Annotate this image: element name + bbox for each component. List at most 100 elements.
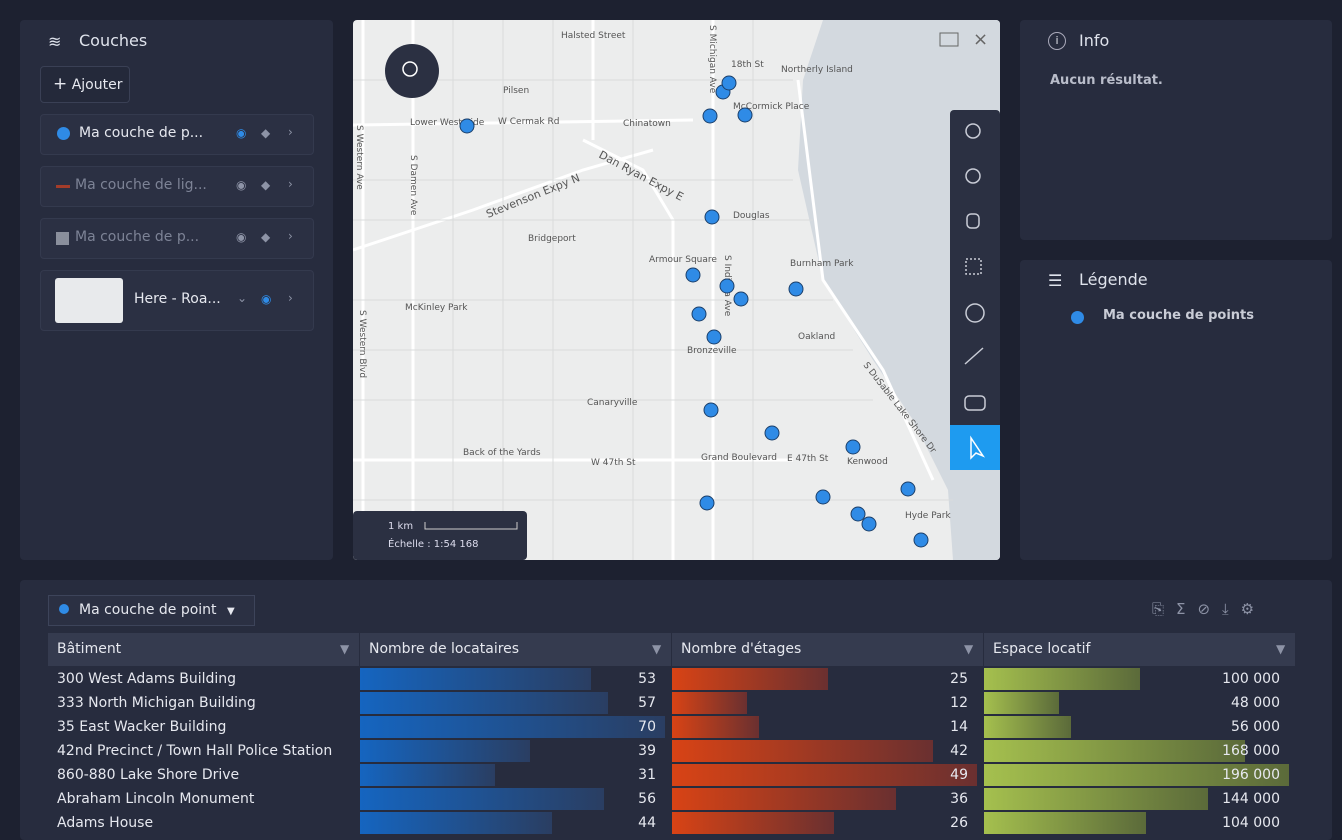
- visibility-icon[interactable]: ◉: [236, 230, 247, 244]
- north[interactable]: [965, 303, 985, 323]
- maximize-button[interactable]: [939, 32, 959, 47]
- layers-title: Couches: [79, 31, 148, 50]
- layer-name: Ma couche de p...: [79, 125, 204, 141]
- layer-item[interactable]: Ma couche de lig... ◉ ◆ ›: [40, 166, 314, 207]
- cell-bar: [672, 716, 760, 738]
- visibility-icon[interactable]: ◉: [236, 178, 247, 192]
- layer-item[interactable]: Ma couche de p... ◉ ◆ ›: [40, 114, 314, 155]
- visibility-icon[interactable]: ◉: [236, 126, 247, 140]
- map-point[interactable]: [861, 516, 877, 532]
- cell-value: 42: [950, 743, 968, 759]
- map-point[interactable]: [706, 329, 722, 345]
- table-tools[interactable]: ⎘Σ⊘⤓⚙: [1152, 600, 1267, 618]
- layer-select-label: Ma couche de point: [79, 602, 217, 618]
- map-point[interactable]: [703, 402, 719, 418]
- map-point[interactable]: [702, 108, 718, 124]
- map-label: Hyde Park: [905, 511, 951, 521]
- layers-panel: ≋ Couches + Ajouter Ma couche de p... ◉ ◆…: [20, 20, 333, 560]
- add-label: Ajouter: [71, 77, 123, 93]
- cell-value: 44: [638, 815, 656, 831]
- pan[interactable]: [966, 213, 980, 229]
- visibility-icon[interactable]: ◉: [261, 292, 272, 306]
- layer-item[interactable]: Here - Roa... ⌄ ◉ ›: [40, 270, 314, 331]
- map-point[interactable]: [913, 532, 929, 548]
- map-point[interactable]: [900, 481, 916, 497]
- tag-icon[interactable]: ◆: [261, 178, 271, 192]
- zoom-out[interactable]: [965, 168, 981, 184]
- expand[interactable]: ›: [288, 177, 293, 191]
- map-point[interactable]: [737, 107, 753, 123]
- map-canvas: Halsted Street 18th St Northerly Island …: [353, 20, 1000, 560]
- select[interactable]: [970, 435, 986, 460]
- tag-icon[interactable]: ◆: [261, 126, 271, 140]
- cell-bar: [672, 692, 747, 714]
- map-point[interactable]: [788, 281, 804, 297]
- measure[interactable]: [964, 347, 984, 365]
- map[interactable]: Halsted Street 18th St Northerly Island …: [353, 20, 1000, 560]
- layers-icon: ≋: [48, 32, 62, 51]
- cell-bar: [360, 668, 591, 690]
- cell-bar: [984, 668, 1140, 690]
- map-point[interactable]: [719, 278, 735, 294]
- lake: [798, 20, 1000, 560]
- cell-value: 144 000: [1222, 791, 1280, 807]
- tag-icon[interactable]: ◆: [261, 230, 271, 244]
- cell-value: 39: [638, 743, 656, 759]
- filter-icon: ▼: [1276, 642, 1286, 656]
- map-point[interactable]: [459, 118, 475, 134]
- map-point[interactable]: [704, 209, 720, 225]
- cell-name: 333 North Michigan Building: [57, 695, 256, 711]
- box-select[interactable]: [965, 258, 982, 275]
- cell-bar: [672, 788, 897, 810]
- map-label: Back of the Yards: [463, 448, 541, 458]
- map-point[interactable]: [764, 425, 780, 441]
- map-label: Armour Square: [649, 255, 717, 265]
- map-point[interactable]: [699, 495, 715, 511]
- cell-bar: [360, 740, 530, 762]
- roads: [353, 20, 935, 560]
- map-point[interactable]: [721, 75, 737, 91]
- screenshot[interactable]: [964, 395, 986, 411]
- map-point[interactable]: [733, 291, 749, 307]
- layer-select[interactable]: Ma couche de point ▼: [48, 595, 255, 626]
- cell-name: 42nd Precinct / Town Hall Police Station: [57, 743, 333, 759]
- layer-item[interactable]: Ma couche de p... ◉ ◆ ›: [40, 218, 314, 259]
- filter-icon: ▼: [964, 642, 974, 656]
- dropdown[interactable]: ⌄: [237, 291, 248, 305]
- map-label: McKinley Park: [405, 303, 468, 313]
- cell-value: 36: [950, 791, 968, 807]
- expand[interactable]: ›: [288, 291, 293, 305]
- map-label: S Western Blvd: [357, 310, 367, 378]
- map-point[interactable]: [815, 489, 831, 505]
- map-point[interactable]: [850, 506, 866, 522]
- map-label: E 47th St: [787, 454, 829, 464]
- close-button[interactable]: ×: [973, 29, 988, 50]
- cell-value: 196 000: [1222, 767, 1280, 783]
- map-label: Halsted Street: [561, 31, 626, 41]
- map-label: Lower West Side: [410, 118, 485, 128]
- expand[interactable]: ›: [288, 125, 293, 139]
- map-point[interactable]: [685, 267, 701, 283]
- scale-distance: 1 km: [388, 521, 413, 532]
- map-point[interactable]: [691, 306, 707, 322]
- expand[interactable]: ›: [288, 229, 293, 243]
- column-header: Espace locatif: [984, 633, 1296, 666]
- select-tool-active[interactable]: [950, 425, 1000, 470]
- search-button[interactable]: [385, 44, 439, 98]
- cell-bar: [360, 764, 496, 786]
- cell-value: 168 000: [1222, 743, 1280, 759]
- map-point[interactable]: [845, 439, 861, 455]
- map-label: Grand Boulevard: [701, 453, 777, 463]
- column-header: Bâtiment: [48, 633, 360, 666]
- map-label: Oakland: [798, 332, 835, 342]
- cell-bar: [672, 740, 934, 762]
- zoom-in[interactable]: [965, 123, 981, 139]
- polygon-swatch: [56, 232, 69, 245]
- cell-bar: [672, 764, 977, 786]
- map-label: 18th St: [731, 60, 764, 70]
- add-button[interactable]: + Ajouter: [40, 66, 130, 103]
- map-label: Pilsen: [503, 86, 529, 96]
- toolbar: [950, 110, 1000, 470]
- cell-value: 100 000: [1222, 671, 1280, 687]
- cell-value: 56: [638, 791, 656, 807]
